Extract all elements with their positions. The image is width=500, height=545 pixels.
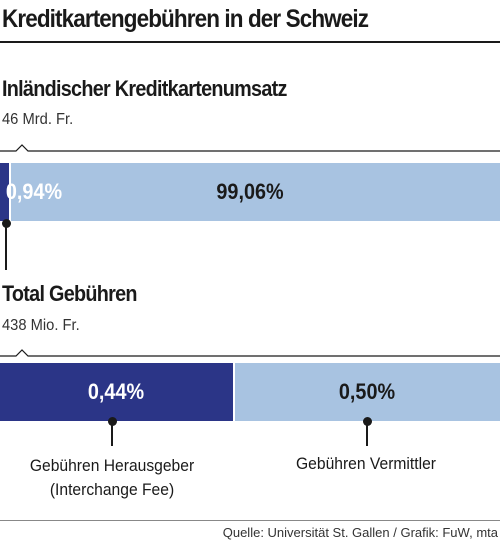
chart2-issuer-annotation-line1: Gebühren Herausgeber xyxy=(29,456,195,475)
chart1-segment-label-fees: 0,94% xyxy=(5,179,63,204)
source-divider xyxy=(0,520,500,521)
chart2-bracket xyxy=(0,349,500,357)
chart2-acquirer-annotation-line1: Gebühren Vermittler xyxy=(296,454,436,473)
title-divider xyxy=(0,41,500,43)
chart1-bar: 0,94% 99,06% xyxy=(0,163,500,221)
chart1-segment-domestic-fees xyxy=(0,163,9,221)
chart1-segment-remaining xyxy=(11,163,500,221)
chart2-segment-acquirer-fees xyxy=(235,363,500,421)
chart2-title: Total Gebühren xyxy=(2,281,137,306)
chart2-acquirer-annotation: Gebühren Vermittler xyxy=(296,452,436,476)
page-title: Kreditkartengebühren in der Schweiz xyxy=(2,5,369,33)
chart2-bar: 0,44% 0,50% xyxy=(0,363,500,421)
chart2-issuer-annotation-line2: (Interchange Fee) xyxy=(49,480,175,499)
chart1-bracket xyxy=(0,144,500,152)
chart1-title: Inländischer Kreditkartenumsatz xyxy=(2,76,287,101)
chart1-subtitle: 46 Mrd. Fr. xyxy=(2,111,74,128)
chart1-segment-label-remaining: 99,06% xyxy=(216,179,284,204)
chart2-segment-label-issuer: 0,44% xyxy=(87,379,145,404)
chart2-acquirer-connector xyxy=(366,420,368,446)
chart1-connector-line xyxy=(5,222,7,270)
chart2-segment-issuer-fees xyxy=(0,363,234,421)
chart2-segment-label-acquirer: 0,50% xyxy=(338,379,396,404)
chart2-issuer-annotation: Gebühren Herausgeber (Interchange Fee) xyxy=(30,454,194,502)
chart2-subtitle: 438 Mio. Fr. xyxy=(2,317,80,334)
chart2-issuer-connector xyxy=(111,420,113,446)
source-credit: Quelle: Universität St. Gallen / Grafik:… xyxy=(222,525,498,540)
